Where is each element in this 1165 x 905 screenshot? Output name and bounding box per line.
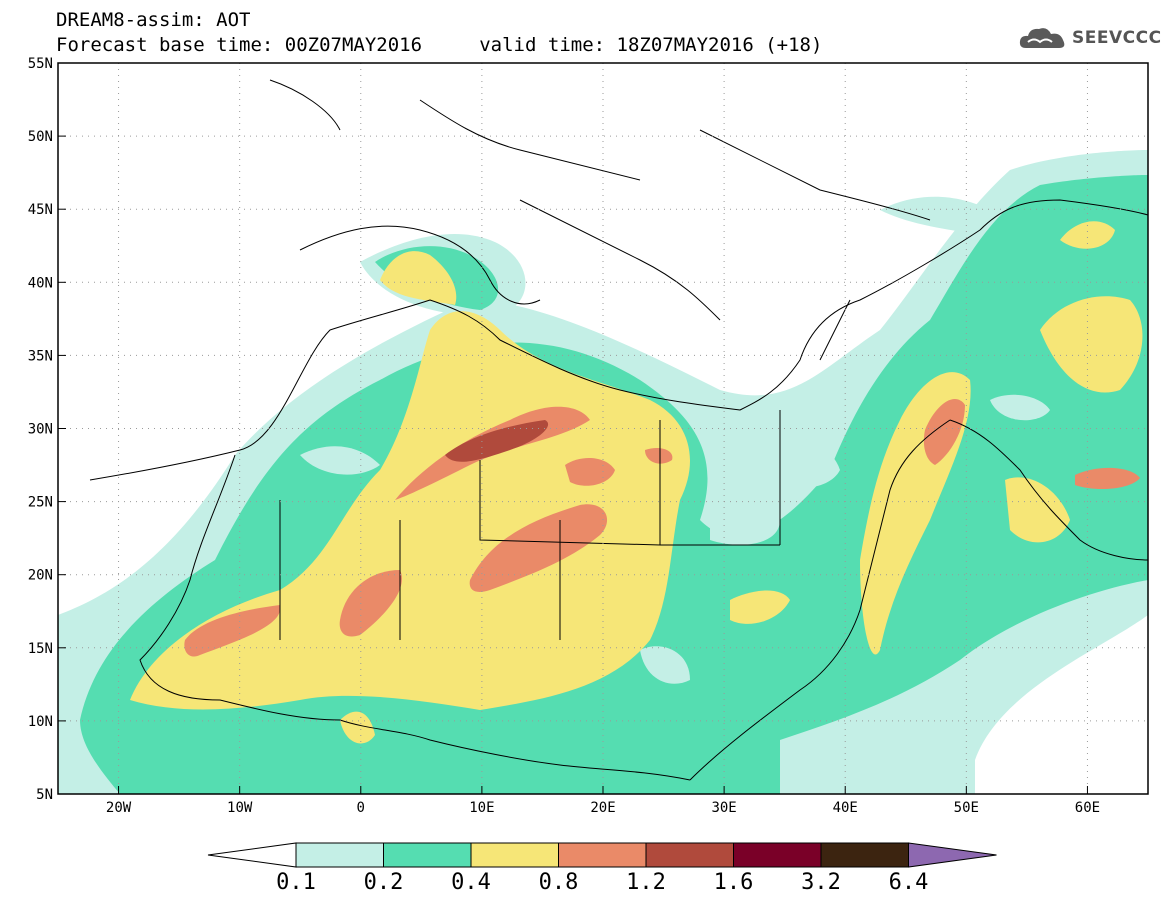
coastlines	[89, 79, 1148, 781]
aot-band-0.8	[184, 399, 1140, 657]
colorbar-label: 6.4	[889, 870, 929, 895]
colorbar-label: 0.2	[364, 870, 404, 895]
colorbar-box	[383, 842, 472, 868]
longitude-axis: 20W 10W 0 10E 20E 30E 40E 50E 60E	[106, 786, 1100, 816]
colorbar: 0.1 0.2 0.4 0.8 1.2 1.6 3.2 6.4	[207, 842, 997, 895]
map-title: DREAM8-assim: AOT	[56, 9, 251, 31]
colorbar-label: 0.8	[539, 870, 579, 895]
lat-tick-label: 30N	[28, 422, 53, 438]
lat-tick-label: 50N	[28, 129, 53, 145]
colorbar-over-triangle	[908, 842, 997, 868]
cloud-icon	[1019, 28, 1065, 48]
lat-tick-label: 45N	[28, 202, 53, 218]
lat-tick-label: 35N	[28, 348, 53, 364]
seevccc-logo: SEEVCCC	[1018, 22, 1162, 54]
lon-tick-label: 60E	[1075, 800, 1100, 816]
colorbar-box	[645, 842, 734, 868]
colorbar-box	[558, 842, 647, 868]
aot-band-0.1-holes	[300, 394, 1050, 684]
logo-text: SEEVCCC	[1072, 28, 1162, 48]
lon-tick-label: 0	[357, 800, 365, 816]
lat-tick-label: 25N	[28, 495, 53, 511]
lon-tick-label: 10W	[227, 800, 253, 816]
forecast-times: Forecast base time: 00Z07MAY2016 valid t…	[56, 34, 823, 56]
colorbar-box	[295, 842, 384, 868]
lat-tick-label: 10N	[28, 714, 53, 730]
lat-tick-label: 20N	[28, 568, 53, 584]
lon-tick-label: 40E	[833, 800, 858, 816]
colorbar-under-triangle	[207, 842, 297, 868]
colorbar-box	[820, 842, 909, 868]
colorbar-box	[733, 842, 822, 868]
lon-tick-label: 20E	[590, 800, 615, 816]
colorbar-label: 0.1	[276, 870, 316, 895]
lat-tick-label: 15N	[28, 641, 53, 657]
latitude-axis: 55N 50N 45N 40N 35N 30N 25N 20N 15N 10N 5N	[28, 56, 66, 803]
lon-tick-label: 30E	[711, 800, 736, 816]
lat-tick-label: 55N	[28, 56, 53, 72]
colorbar-label: 1.2	[626, 870, 666, 895]
lon-tick-label: 20W	[106, 800, 132, 816]
lon-tick-label: 50E	[954, 800, 979, 816]
aot-field	[58, 150, 1148, 794]
aot-band-1.2	[445, 420, 549, 462]
colorbar-box	[470, 842, 559, 868]
lat-tick-label: 5N	[36, 787, 53, 803]
colorbar-label: 0.4	[451, 870, 491, 895]
lat-tick-label: 40N	[28, 275, 53, 291]
colorbar-label: 3.2	[801, 870, 841, 895]
lon-tick-label: 10E	[469, 800, 494, 816]
colorbar-label: 1.6	[714, 870, 754, 895]
